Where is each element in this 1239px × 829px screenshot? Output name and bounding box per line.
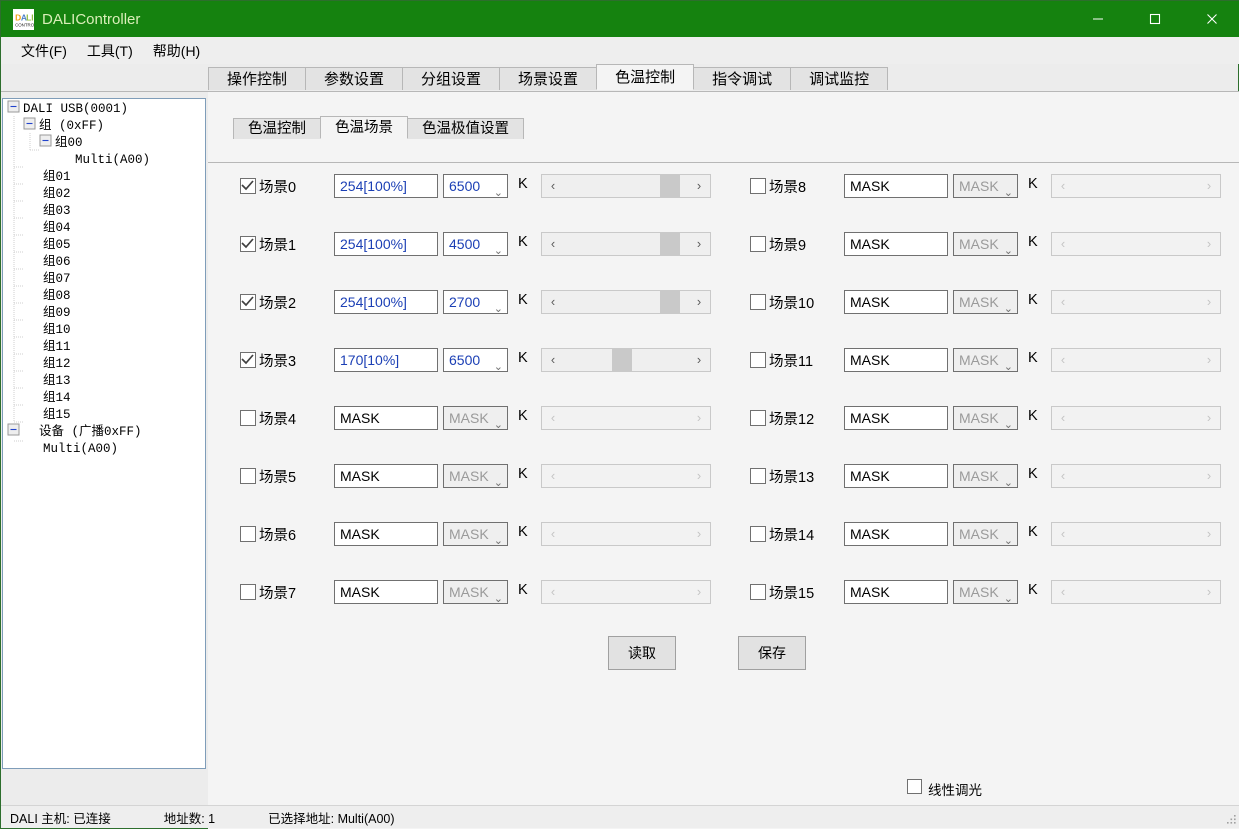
svg-text:LI: LI bbox=[26, 12, 33, 22]
svg-text:CONTROL: CONTROL bbox=[15, 22, 34, 27]
